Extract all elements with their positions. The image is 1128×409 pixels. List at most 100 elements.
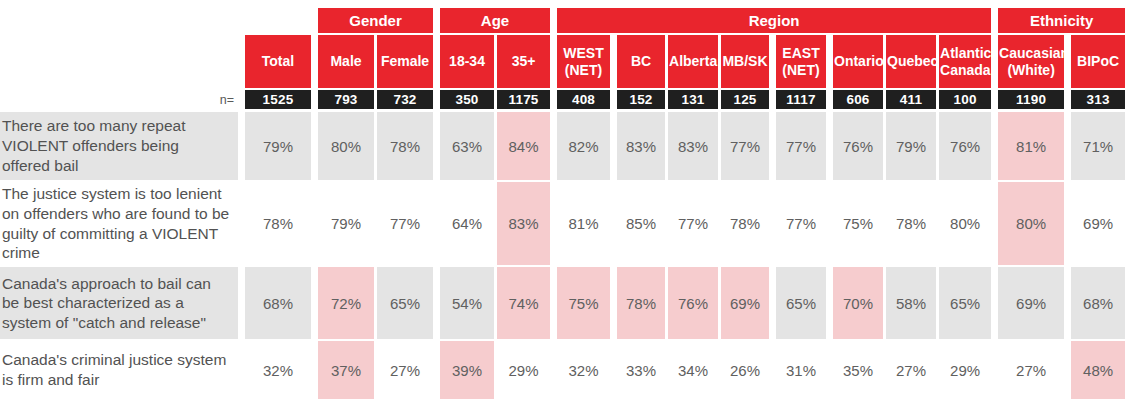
column-header-male: Male: [311, 35, 374, 90]
data-cell: 77%: [665, 182, 718, 267]
data-cell-highlighted: 74%: [494, 267, 550, 341]
data-cell: 69%: [1064, 182, 1125, 267]
data-cell: 78%: [718, 182, 769, 267]
data-cell: 80%: [311, 112, 374, 182]
data-cell-highlighted: 80%: [991, 182, 1064, 267]
data-cell: 34%: [665, 341, 718, 401]
row-label: The justice system is too lenient on off…: [0, 182, 238, 267]
data-cell: 26%: [718, 341, 769, 401]
n-value-18-34: 350: [433, 90, 494, 112]
data-cell: 82%: [550, 112, 610, 182]
column-header-18-34: 18-34: [433, 35, 494, 90]
column-header-quebec: Quebec: [883, 35, 936, 90]
data-cell: 78%: [374, 112, 433, 182]
data-cell: 58%: [883, 267, 936, 341]
column-header-caucasian-white: Caucasian (White): [991, 35, 1064, 90]
group-header-gender: Gender: [311, 8, 433, 35]
n-value-bc: 152: [610, 90, 665, 112]
data-cell: 69%: [991, 267, 1064, 341]
n-value-ontario: 606: [826, 90, 883, 112]
data-cell: 76%: [826, 112, 883, 182]
data-cell-highlighted: 83%: [494, 182, 550, 267]
data-cell: 77%: [718, 112, 769, 182]
data-cell-highlighted: 37%: [311, 341, 374, 401]
row-label: There are too many repeat VIOLENT offend…: [0, 112, 238, 182]
survey-crosstab-page: GenderAgeRegionEthnicityTotalMaleFemale1…: [0, 0, 1128, 409]
n-value-atlantic-canada: 100: [936, 90, 991, 112]
column-header-spacer: [0, 35, 238, 90]
data-cell-highlighted: 69%: [718, 267, 769, 341]
column-header-ontario: Ontario: [826, 35, 883, 90]
n-value-total: 1525: [238, 90, 311, 112]
column-header-bc: BC: [610, 35, 665, 90]
group-header-ethnicity: Ethnicity: [991, 8, 1125, 35]
row-label: Canada's approach to bail can be best ch…: [0, 267, 238, 341]
data-cell: 77%: [769, 182, 826, 267]
data-cell: 79%: [238, 112, 311, 182]
column-header-total: Total: [238, 35, 311, 90]
column-header-east-net: EAST (NET): [769, 35, 826, 90]
data-cell-highlighted: 75%: [550, 267, 610, 341]
n-equals-label: n=: [0, 90, 238, 112]
n-value-bipoc: 313: [1064, 90, 1125, 112]
data-cell: 79%: [311, 182, 374, 267]
data-cell: 71%: [1064, 112, 1125, 182]
column-header-atlantic-canada: Atlantic Canada: [936, 35, 991, 90]
data-cell: 78%: [238, 182, 311, 267]
n-value-caucasian-white: 1190: [991, 90, 1064, 112]
column-header-bipoc: BIPoC: [1064, 35, 1125, 90]
data-cell: 27%: [883, 341, 936, 401]
data-cell: 77%: [769, 112, 826, 182]
data-cell: 85%: [610, 182, 665, 267]
n-value-female: 732: [374, 90, 433, 112]
data-cell: 79%: [883, 112, 936, 182]
n-value-alberta: 131: [665, 90, 718, 112]
data-cell: 64%: [433, 182, 494, 267]
data-cell: 83%: [610, 112, 665, 182]
n-value-west-net: 408: [550, 90, 610, 112]
data-cell: 81%: [550, 182, 610, 267]
data-cell: 65%: [936, 267, 991, 341]
column-header-female: Female: [374, 35, 433, 90]
column-header-west-net: WEST (NET): [550, 35, 610, 90]
data-cell: 27%: [374, 341, 433, 401]
data-cell: 80%: [936, 182, 991, 267]
data-cell: 32%: [238, 341, 311, 401]
data-cell: 33%: [610, 341, 665, 401]
data-cell: 65%: [374, 267, 433, 341]
data-cell-highlighted: 81%: [991, 112, 1064, 182]
table-row: Canada's approach to bail can be best ch…: [0, 267, 1125, 341]
data-cell-highlighted: 70%: [826, 267, 883, 341]
table-header: GenderAgeRegionEthnicityTotalMaleFemale1…: [0, 8, 1125, 112]
data-cell: 54%: [433, 267, 494, 341]
column-header-mb-sk: MB/SK: [718, 35, 769, 90]
table-row: The justice system is too lenient on off…: [0, 182, 1125, 267]
group-header-age: Age: [433, 8, 550, 35]
data-cell-highlighted: 78%: [610, 267, 665, 341]
data-cell: 76%: [936, 112, 991, 182]
data-cell-highlighted: 39%: [433, 341, 494, 401]
data-cell: 31%: [769, 341, 826, 401]
data-cell: 35%: [826, 341, 883, 401]
crosstab-table: GenderAgeRegionEthnicityTotalMaleFemale1…: [0, 8, 1125, 401]
data-cell: 83%: [665, 112, 718, 182]
data-cell: 68%: [1064, 267, 1125, 341]
data-cell: 29%: [936, 341, 991, 401]
data-cell: 78%: [883, 182, 936, 267]
n-value-35: 1175: [494, 90, 550, 112]
table-body: There are too many repeat VIOLENT offend…: [0, 112, 1125, 401]
data-cell-highlighted: 72%: [311, 267, 374, 341]
header-spacer: [0, 8, 311, 35]
n-value-male: 793: [311, 90, 374, 112]
data-cell: 63%: [433, 112, 494, 182]
group-header-region: Region: [550, 8, 991, 35]
data-cell: 75%: [826, 182, 883, 267]
n-value-mb-sk: 125: [718, 90, 769, 112]
data-cell-highlighted: 84%: [494, 112, 550, 182]
data-cell: 27%: [991, 341, 1064, 401]
row-label: Canada's criminal justice system is firm…: [0, 341, 238, 401]
data-cell: 32%: [550, 341, 610, 401]
n-value-east-net: 1117: [769, 90, 826, 112]
column-header-alberta: Alberta: [665, 35, 718, 90]
data-cell-highlighted: 76%: [665, 267, 718, 341]
